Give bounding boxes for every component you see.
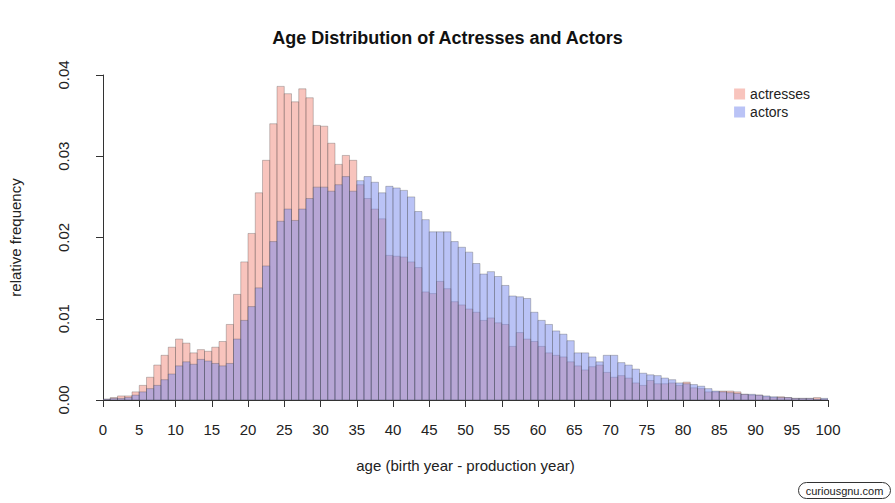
svg-text:0.04: 0.04 <box>55 60 72 89</box>
svg-text:55: 55 <box>493 421 510 438</box>
svg-text:0: 0 <box>99 421 107 438</box>
svg-text:75: 75 <box>638 421 655 438</box>
svg-text:relative frequency: relative frequency <box>7 178 24 297</box>
svg-text:40: 40 <box>385 421 402 438</box>
svg-text:90: 90 <box>747 421 764 438</box>
svg-text:25: 25 <box>276 421 293 438</box>
svg-text:10: 10 <box>167 421 184 438</box>
svg-text:5: 5 <box>135 421 143 438</box>
svg-text:100: 100 <box>815 421 840 438</box>
svg-text:95: 95 <box>783 421 800 438</box>
svg-text:60: 60 <box>530 421 547 438</box>
svg-text:85: 85 <box>711 421 728 438</box>
svg-text:20: 20 <box>240 421 257 438</box>
svg-text:actresses: actresses <box>750 86 810 102</box>
svg-text:0.03: 0.03 <box>55 142 72 171</box>
svg-text:70: 70 <box>602 421 619 438</box>
svg-text:30: 30 <box>312 421 329 438</box>
svg-text:Age Distribution of Actresses: Age Distribution of Actresses and Actors <box>272 28 623 48</box>
svg-text:80: 80 <box>675 421 692 438</box>
svg-text:50: 50 <box>457 421 474 438</box>
svg-text:actors: actors <box>750 104 788 120</box>
svg-text:45: 45 <box>421 421 438 438</box>
svg-text:15: 15 <box>203 421 220 438</box>
svg-text:65: 65 <box>566 421 583 438</box>
svg-text:35: 35 <box>348 421 365 438</box>
svg-text:0.01: 0.01 <box>55 304 72 333</box>
svg-text:curiousgnu.com: curiousgnu.com <box>806 485 884 497</box>
svg-text:0.02: 0.02 <box>55 223 72 252</box>
svg-text:0.00: 0.00 <box>55 385 72 414</box>
svg-text:age (birth year - production y: age (birth year - production year) <box>356 457 574 474</box>
